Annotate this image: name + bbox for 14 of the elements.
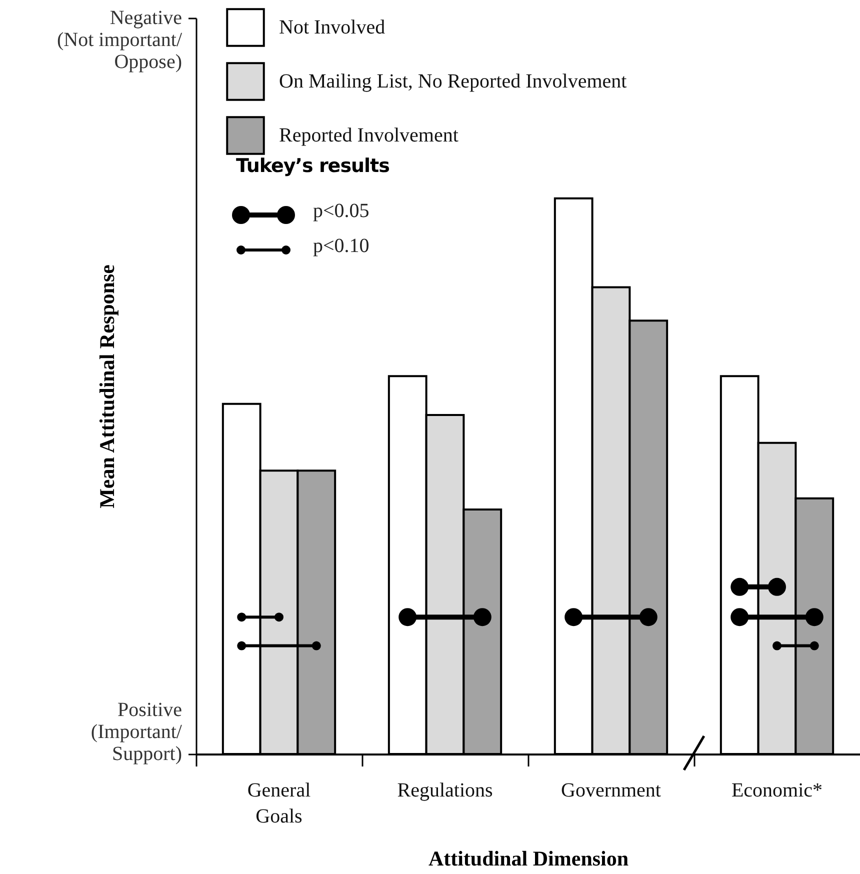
text: Negative (Not important/ Oppose): [57, 7, 182, 73]
x-axis-title: Attitudinal Dimension: [428, 846, 629, 870]
legend-label: Reported Involvement: [279, 124, 459, 146]
legend-label: Not Involved: [279, 16, 386, 38]
x-tick-label: Regulations: [397, 780, 493, 802]
text: Positive (Important/ Support): [90, 699, 182, 765]
annotation: p<0.05: [313, 200, 370, 223]
text: Tukey’s results: [236, 155, 390, 177]
legend-label: On Mailing List, No Reported Involvement: [279, 70, 628, 92]
x-tick-label: Economic*: [731, 780, 823, 802]
annotation: p<0.10: [313, 235, 370, 258]
x-tick-label: Government: [561, 780, 662, 802]
y-axis-title: Mean Attitudinal Response: [94, 264, 119, 508]
x-tick-label: General Goals: [247, 780, 312, 828]
